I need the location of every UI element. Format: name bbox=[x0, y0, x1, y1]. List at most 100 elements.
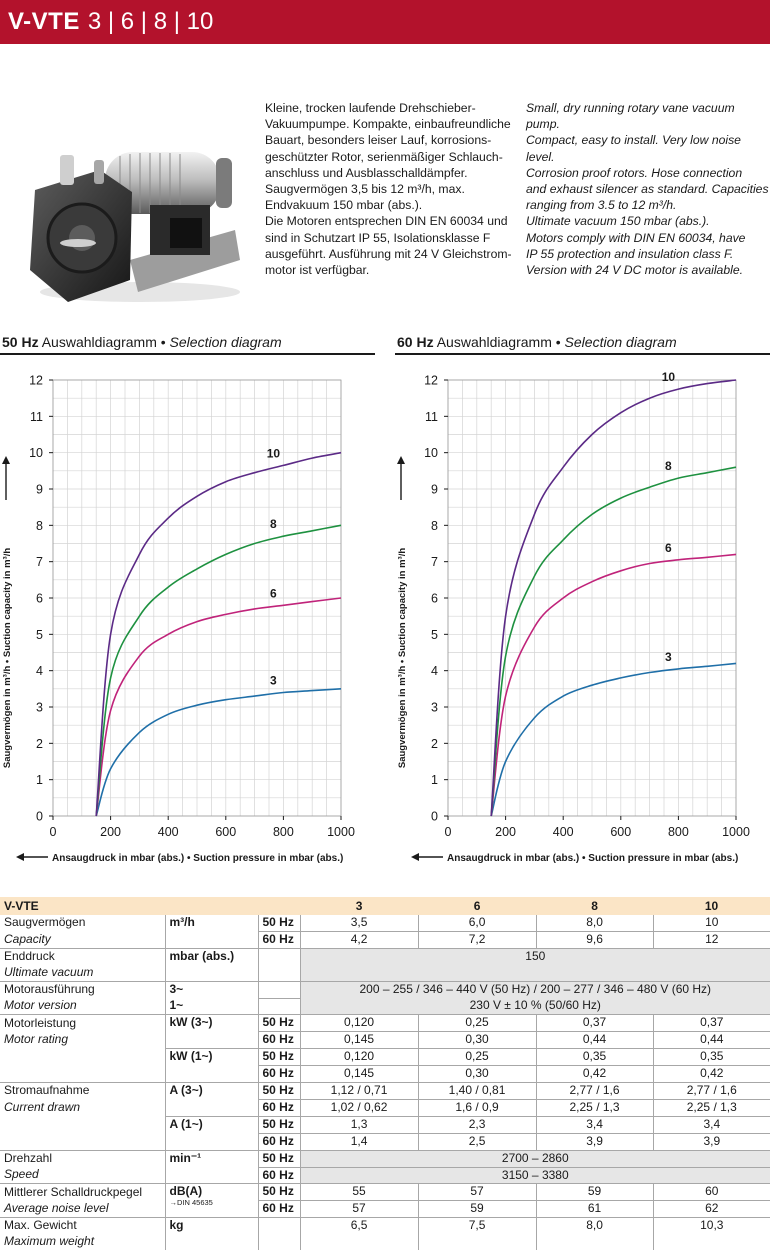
table-cell: 0,30 bbox=[418, 1031, 537, 1049]
param-name-de: Motorleistung bbox=[0, 1014, 166, 1032]
description-english: Small, dry running rotary vane vacuum pu… bbox=[526, 101, 769, 278]
y-tick-label: 5 bbox=[431, 628, 438, 642]
param-unit: 1~ bbox=[165, 998, 259, 1015]
series-label: 3 bbox=[665, 650, 672, 664]
table-cell: 0,25 bbox=[418, 1014, 537, 1032]
table-cell: 0,37 bbox=[653, 1014, 770, 1032]
table-cell: 7,5 bbox=[418, 1217, 537, 1250]
param-name-en: Motor rating bbox=[0, 1031, 166, 1049]
table-cell: 10 bbox=[705, 915, 719, 929]
frequency: 60 Hz bbox=[258, 1200, 301, 1218]
param-name-de: Drehzahl bbox=[0, 1149, 166, 1168]
x-tick-label: 200 bbox=[495, 825, 516, 839]
x-axis-label: Ansaugdruck in mbar (abs.) • Suction pre… bbox=[52, 853, 343, 864]
table-row: Max. Gewicht kg 6,5 7,5 8,0 10,3 bbox=[0, 1217, 770, 1250]
param-name-en: Maximum weight bbox=[0, 1234, 166, 1250]
table-cell: 3,9 bbox=[653, 1132, 770, 1151]
table-cell: 6,5 bbox=[300, 1217, 419, 1250]
table-cell: 0,37 bbox=[536, 1014, 654, 1032]
chart-title-en: Selection diagram bbox=[169, 334, 282, 350]
param-name-de: Stromaufnahme bbox=[0, 1082, 166, 1100]
title-bar: V-VTE 3 | 6 | 8 | 10 bbox=[0, 0, 770, 44]
table-cell: 55 bbox=[300, 1183, 419, 1201]
series-line-3 bbox=[95, 688, 342, 817]
specification-table: V-VTE 3 6 8 10 Saugvermögen m³/h 50 Hz 3… bbox=[0, 897, 770, 1250]
frequency: 50 Hz bbox=[258, 915, 301, 932]
y-tick-label: 6 bbox=[431, 592, 438, 606]
table-row: Motorausführung 3~ 200 – 255 / 346 – 440… bbox=[0, 980, 770, 999]
series-line-8 bbox=[490, 466, 737, 817]
table-cell: 0,42 bbox=[536, 1065, 654, 1083]
table-row: Speed 60 Hz 3150 – 3380 bbox=[0, 1166, 770, 1184]
y-tick-label: 12 bbox=[424, 374, 438, 388]
x-tick-label: 1000 bbox=[327, 825, 355, 839]
x-axis-label: Ansaugdruck in mbar (abs.) • Suction pre… bbox=[447, 853, 738, 864]
table-cell: 0,35 bbox=[536, 1048, 654, 1066]
param-name-de: Enddruck bbox=[0, 947, 166, 965]
table-row: Stromaufnahme A (3~) 50 Hz 1,12 / 0,71 1… bbox=[0, 1082, 770, 1117]
param-name-en: Average noise level bbox=[0, 1200, 166, 1218]
x-axis-arrow-head bbox=[411, 853, 419, 861]
table-row: Motor version 1~ 230 V ± 10 % (50/60 Hz) bbox=[0, 997, 770, 1015]
chart-title-de: Auswahldiagramm • bbox=[436, 334, 561, 350]
x-tick-label: 600 bbox=[610, 825, 631, 839]
table-cell: 62 bbox=[653, 1200, 770, 1218]
frequency: 60 Hz bbox=[258, 1132, 301, 1151]
chart-title-60hz: 60 Hz Auswahldiagramm • Selection diagra… bbox=[397, 334, 677, 350]
model-sizes: 3 | 6 | 8 | 10 bbox=[87, 8, 214, 35]
description-german: Kleine, trocken laufende Drehschieber- V… bbox=[265, 101, 512, 278]
table-row: Motorleistung kW (3~) 50 Hz 0,120 0,25 0… bbox=[0, 1014, 770, 1049]
x-tick-label: 200 bbox=[100, 825, 121, 839]
frequency: 60 Hz bbox=[258, 1166, 301, 1184]
table-cell: 2,25 / 1,3 bbox=[653, 1098, 770, 1117]
table-cell: 0,42 bbox=[653, 1065, 770, 1083]
y-tick-label: 12 bbox=[29, 374, 43, 388]
param-unit: kW (3~) bbox=[165, 1014, 259, 1049]
table-cell: 0,44 bbox=[536, 1031, 654, 1049]
table-cell: 59 bbox=[418, 1200, 537, 1218]
param-unit: kW (1~) bbox=[165, 1048, 259, 1083]
frequency: 50 Hz bbox=[258, 1115, 301, 1134]
model-name: V-VTE bbox=[8, 8, 80, 35]
noise-unit: dB(A) bbox=[169, 1184, 203, 1199]
table-cell: 0,25 bbox=[418, 1048, 537, 1066]
y-tick-label: 10 bbox=[29, 446, 43, 460]
table-cell: 0,145 bbox=[300, 1065, 419, 1083]
chart-title-de: Auswahldiagramm • bbox=[41, 334, 166, 350]
series-label: 10 bbox=[267, 446, 281, 460]
y-tick-label: 1 bbox=[36, 773, 43, 787]
y-tick-label: 3 bbox=[36, 701, 43, 715]
x-tick-label: 400 bbox=[553, 825, 574, 839]
table-cell: 2700 – 2860 bbox=[300, 1149, 770, 1168]
table-cell: 200 – 255 / 346 – 440 V (50 Hz) / 200 – … bbox=[300, 980, 770, 999]
param-unit: 3~ bbox=[165, 980, 259, 999]
table-cell: 3150 – 3380 bbox=[300, 1166, 770, 1184]
param-unit: kg bbox=[165, 1217, 259, 1250]
table-cell: 59 bbox=[536, 1183, 654, 1201]
table-cell: 60 bbox=[653, 1183, 770, 1201]
y-axis-arrow-head bbox=[397, 456, 405, 464]
table-row: Capacity 60 Hz 4,2 7,2 9,6 12 bbox=[0, 930, 770, 949]
table-cell: 2,77 / 1,6 bbox=[536, 1082, 654, 1100]
table-row: Enddruck mbar (abs.) 150 bbox=[0, 947, 770, 982]
frequency: 60 Hz bbox=[258, 1065, 301, 1083]
table-row: Mittlerer Schalldruckpegel dB(A) →DIN 45… bbox=[0, 1183, 770, 1218]
x-tick-label: 800 bbox=[668, 825, 689, 839]
y-tick-label: 11 bbox=[425, 410, 438, 424]
param-name-de: Max. Gewicht bbox=[0, 1217, 166, 1235]
table-row: Ultimate vacuum bbox=[0, 964, 770, 982]
table-cell: 8,0 bbox=[536, 1217, 654, 1250]
table-header-size: 3 bbox=[300, 897, 419, 915]
param-name-en: Speed bbox=[0, 1167, 166, 1184]
y-tick-label: 5 bbox=[36, 628, 43, 642]
param-name-en: Motor version bbox=[0, 998, 166, 1015]
chart-title-bold: 60 Hz bbox=[397, 334, 434, 350]
chart-divider bbox=[395, 353, 770, 355]
x-tick-label: 0 bbox=[445, 825, 452, 839]
table-cell: 0,145 bbox=[300, 1031, 419, 1049]
grid bbox=[52, 379, 342, 817]
y-tick-label: 9 bbox=[36, 483, 43, 497]
chart-title-en: Selection diagram bbox=[564, 334, 677, 350]
param-name-en: Capacity bbox=[0, 931, 166, 949]
